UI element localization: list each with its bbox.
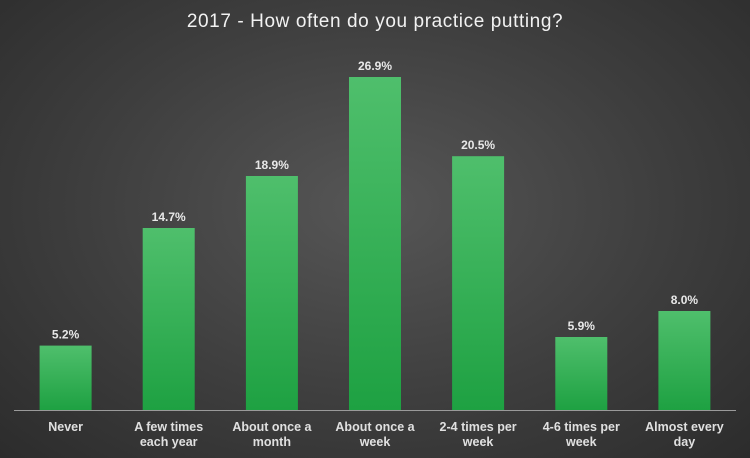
category-label-6-line-1: day (674, 435, 696, 449)
category-label-3-line-1: week (359, 435, 391, 449)
category-label-1-line-1: each year (140, 435, 198, 449)
category-label-1-line-0: A few times (134, 420, 203, 434)
value-label-0: 5.2% (52, 328, 80, 342)
category-label-2-line-1: month (253, 435, 291, 449)
bar-0 (39, 345, 92, 410)
category-label-6: Almost every day (645, 420, 724, 449)
bar-4 (452, 156, 505, 410)
category-label-3-line-0: About once a (335, 420, 415, 434)
bar-3 (349, 77, 401, 410)
category-label-6-line-0: Almost every (645, 420, 724, 434)
category-label-2-line-0: About once a (232, 420, 312, 434)
category-label-5-line-1: week (565, 435, 597, 449)
chart-title: 2017 - How often do you practice putting… (186, 11, 564, 32)
value-label-2: 18.9% (255, 158, 289, 172)
category-label-5-line-0: 4-6 times per (543, 420, 620, 434)
value-label-4: 20.5% (461, 138, 495, 152)
value-label-3: 26.9% (358, 59, 392, 73)
category-label-5: 4-6 times per week (543, 420, 620, 449)
category-label-1: A few times each year (134, 420, 203, 449)
category-label-4: 2-4 times per week (440, 420, 517, 449)
category-label-4-line-0: 2-4 times per (440, 420, 517, 434)
value-label-5: 5.9% (568, 319, 596, 333)
value-label-1: 14.7% (152, 210, 186, 224)
bar-6 (658, 311, 711, 410)
bar-1 (142, 228, 195, 410)
category-label-2: About once a month (232, 420, 312, 449)
category-label-0-line-0: Never (48, 420, 83, 434)
value-label-6: 8.0% (671, 293, 699, 307)
category-label-4-line-1: week (462, 435, 494, 449)
bar-2 (245, 176, 298, 410)
bar-5 (555, 337, 608, 410)
category-label-3: About once a week (335, 420, 415, 449)
category-label-0: Never (48, 420, 83, 434)
